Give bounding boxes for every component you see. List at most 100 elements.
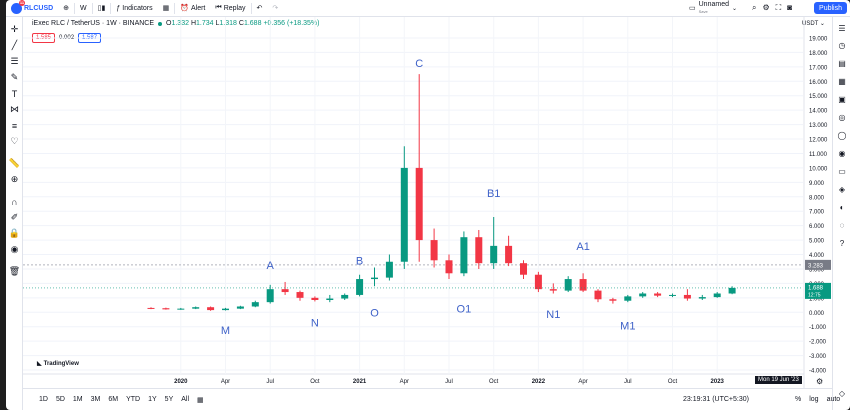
ruler-icon[interactable]: 📏: [8, 158, 21, 168]
alerts-clock-icon[interactable]: ◷: [838, 40, 846, 50]
object-tree-icon[interactable]: ◐: [839, 202, 845, 212]
publish-button[interactable]: Publish: [814, 2, 847, 14]
eye-icon[interactable]: ◉: [10, 244, 19, 254]
screener-icon[interactable]: ▭: [838, 166, 846, 176]
camera-icon[interactable]: ◙: [787, 3, 793, 12]
magnet-icon[interactable]: ∩: [11, 196, 18, 207]
y-tick-label: -3.000: [809, 354, 827, 360]
x-tick-label: Apr: [578, 379, 587, 385]
range-1m[interactable]: 1M: [72, 396, 83, 403]
tradingview-app: 11 RLCUSD ⊕ W ▯▮ ƒ Indicators ▦ ⏰ Alert ⏮ R…: [6, 0, 850, 410]
percent-toggle[interactable]: %: [795, 396, 802, 403]
date-range-icon[interactable]: ▦: [197, 396, 204, 404]
zoom-in-icon[interactable]: ⊕: [10, 174, 19, 184]
trendline-icon[interactable]: ╱: [11, 40, 18, 50]
chat-icon[interactable]: ◯: [837, 130, 847, 140]
range-5d[interactable]: 5D: [55, 396, 65, 403]
alert-label: Alert: [190, 4, 206, 12]
data-window-icon[interactable]: ▤: [838, 58, 846, 68]
wave-label-n1: N1: [546, 309, 560, 321]
hotlist-icon[interactable]: ▦: [838, 76, 846, 86]
stay-drawing-icon[interactable]: ✐: [10, 212, 19, 222]
wave-label-n: N: [311, 318, 319, 330]
watchlist-icon[interactable]: ☰: [838, 23, 846, 33]
bottom-toolbar: 1D 5D 1M 3M 6M YTD 1Y 5Y All ▦ 23:19:31 (UTC+5:3…: [23, 388, 840, 410]
candle-body: [683, 294, 691, 299]
user-avatar-icon[interactable]: 11: [11, 0, 25, 14]
parallel-lines-icon[interactable]: ☰: [10, 56, 19, 66]
replay-icon: ⏮: [215, 4, 222, 11]
y-tick-label: -2.000: [809, 340, 827, 346]
undo-button[interactable]: ↶: [252, 0, 268, 17]
chart-type-button[interactable]: ▯▮: [93, 0, 111, 17]
utc-clock[interactable]: 23:19:31 (UTC+5:30): [683, 396, 749, 403]
x-tick-label: Jul: [624, 379, 632, 385]
range-3m[interactable]: 3M: [90, 396, 101, 403]
y-tick-label: 14.000: [809, 109, 828, 115]
crosshair-icon[interactable]: ✛: [10, 24, 19, 34]
symbol-name[interactable]: RLCUSD: [24, 4, 54, 12]
compare-button[interactable]: ⊕: [58, 0, 74, 17]
wave-label-b1: B1: [487, 188, 500, 200]
pattern-icon[interactable]: ⋈: [10, 104, 19, 114]
settings-gear-icon[interactable]: ⚙: [762, 3, 770, 12]
lock-icon[interactable]: 🔒: [8, 228, 21, 238]
y-tick-label: 3.000: [809, 267, 825, 273]
candle-body: [445, 260, 453, 274]
replay-button[interactable]: ⏮ Replay: [210, 0, 250, 17]
dashed-level-badge: [805, 259, 831, 270]
candle-body: [520, 263, 527, 275]
alert-button[interactable]: ⏰ Alert: [175, 0, 210, 17]
indicators-button[interactable]: ƒ Indicators: [111, 0, 157, 17]
indicators-label: Indicators: [122, 4, 153, 12]
range-1d[interactable]: 1D: [39, 396, 48, 403]
alarm-icon: ⏰: [180, 5, 189, 12]
time-axis-settings-icon[interactable]: ⚙: [816, 377, 823, 386]
fib-icon[interactable]: ≡: [11, 120, 18, 131]
candle-body: [505, 245, 513, 264]
close-label: C: [238, 20, 244, 27]
symbol-title[interactable]: iExec RLC / TetherUS · 1W · BINANCE: [32, 20, 155, 27]
templates-button[interactable]: ▦: [158, 0, 175, 17]
candle-body: [371, 277, 378, 280]
y-tick-label: 5.000: [809, 239, 825, 245]
low-value: 1.318: [219, 20, 237, 27]
y-tick-label: 7.000: [809, 210, 825, 216]
candle-body: [251, 302, 259, 307]
range-6m[interactable]: 6M: [108, 396, 119, 403]
ideas-icon[interactable]: ◎: [838, 112, 846, 122]
layers-icon[interactable]: ◇: [838, 388, 846, 398]
text-icon[interactable]: T: [11, 88, 18, 99]
trash-icon[interactable]: 🗑: [8, 266, 21, 276]
redo-button[interactable]: ↷: [267, 0, 283, 17]
notifications-icon[interactable]: ◌: [839, 220, 845, 230]
currency-selector[interactable]: USDT ⌄: [802, 21, 825, 27]
y-tick-label: 6.000: [809, 224, 825, 230]
heart-icon[interactable]: ♡: [10, 136, 19, 146]
market-status-dot: [158, 21, 163, 26]
price-chart[interactable]: 19.000 18.000 17.000 16.000 15.000 14.000 13.0…: [23, 17, 832, 388]
range-5y[interactable]: 5Y: [164, 396, 174, 403]
pine-icon[interactable]: ◈: [838, 184, 846, 194]
brush-icon[interactable]: ✎: [10, 72, 19, 82]
indicators-icon: ƒ: [116, 4, 121, 12]
range-1y[interactable]: 1Y: [148, 396, 157, 403]
fullscreen-icon[interactable]: ⛶: [775, 3, 782, 12]
symbol-search[interactable]: 11 RLCUSD: [6, 0, 58, 17]
range-all[interactable]: All: [181, 396, 190, 403]
quick-search-icon[interactable]: ⌕: [752, 3, 757, 12]
streams-icon[interactable]: ◉: [838, 148, 846, 158]
interval-button[interactable]: W: [75, 0, 92, 17]
range-ytd[interactable]: YTD: [126, 396, 141, 403]
help-icon[interactable]: ?: [839, 238, 845, 248]
candle-body: [728, 287, 736, 294]
candle-body: [624, 296, 632, 301]
wave-label-a1: A1: [576, 241, 589, 253]
calendar-icon[interactable]: ▣: [838, 94, 846, 104]
watermark-text: TradingView: [43, 360, 79, 367]
layout-status: Save: [698, 9, 708, 14]
close-value: 1.688: [243, 20, 262, 27]
log-toggle[interactable]: log: [809, 396, 819, 403]
layout-name-button[interactable]: ▭ Unnamed Save ⌄: [689, 1, 737, 15]
auto-toggle[interactable]: auto: [826, 396, 841, 403]
